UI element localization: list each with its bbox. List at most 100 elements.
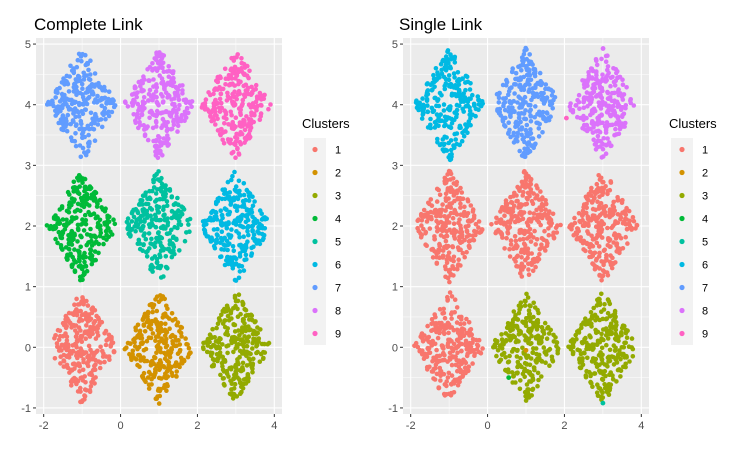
data-point <box>176 97 182 102</box>
data-point <box>433 323 439 328</box>
data-point <box>601 179 606 185</box>
data-point <box>476 349 482 355</box>
data-point <box>530 268 536 274</box>
data-point <box>225 179 231 185</box>
data-point <box>607 207 613 212</box>
data-point <box>262 350 268 355</box>
data-point <box>90 305 96 311</box>
data-point <box>606 70 611 76</box>
data-point <box>132 344 138 349</box>
data-point <box>536 377 541 383</box>
data-point <box>163 344 169 350</box>
data-point <box>235 145 240 151</box>
data-point <box>512 234 518 239</box>
data-point <box>456 78 462 84</box>
data-point <box>136 125 141 131</box>
data-point <box>514 245 519 251</box>
data-point <box>170 373 175 379</box>
data-point <box>499 352 505 358</box>
data-point <box>500 82 506 88</box>
data-point <box>251 232 257 237</box>
data-point <box>463 341 468 346</box>
data-point <box>440 228 445 234</box>
data-point <box>517 386 523 392</box>
data-point <box>166 64 171 69</box>
data-point <box>578 219 583 225</box>
data-point <box>442 331 447 337</box>
data-point <box>140 226 145 231</box>
data-point <box>595 215 600 221</box>
data-point <box>524 56 529 62</box>
data-point <box>175 225 180 231</box>
data-point <box>529 341 534 346</box>
data-point <box>150 331 156 336</box>
data-point <box>182 109 188 115</box>
data-point <box>187 216 193 222</box>
data-point <box>64 338 70 343</box>
data-point <box>250 203 256 209</box>
data-point <box>505 229 510 235</box>
data-point <box>605 89 610 95</box>
data-point <box>589 316 595 321</box>
data-point <box>463 87 468 93</box>
data-point <box>470 233 476 238</box>
data-point <box>241 234 246 239</box>
data-point <box>160 110 166 115</box>
data-point <box>214 237 220 242</box>
data-point <box>463 104 469 109</box>
data-point <box>221 247 227 252</box>
data-point <box>73 114 78 120</box>
data-point <box>525 229 531 234</box>
data-point <box>529 61 534 66</box>
data-point <box>589 215 595 221</box>
data-point <box>148 108 154 114</box>
data-point <box>445 106 451 112</box>
data-point <box>622 340 627 346</box>
x-tick-label: 4 <box>271 420 277 432</box>
data-point <box>473 106 479 112</box>
data-point <box>68 219 74 224</box>
data-point <box>70 343 75 348</box>
data-point <box>539 93 545 98</box>
data-point <box>428 197 434 202</box>
data-point <box>457 379 462 385</box>
data-point <box>266 340 272 346</box>
data-point <box>237 354 242 360</box>
data-point <box>161 69 167 74</box>
data-point <box>147 188 152 194</box>
data-point <box>508 327 514 333</box>
data-point <box>588 373 593 379</box>
data-point <box>146 369 152 375</box>
cluster-group-1 <box>412 290 485 398</box>
data-point <box>218 222 224 227</box>
data-point <box>458 226 464 232</box>
data-point <box>106 96 111 102</box>
data-point <box>607 314 613 319</box>
legend-key-3 <box>679 192 685 199</box>
data-point <box>527 210 533 215</box>
data-point <box>626 208 632 214</box>
data-point <box>441 221 447 226</box>
data-point <box>66 209 72 215</box>
data-point <box>512 109 517 115</box>
data-point <box>613 345 618 351</box>
data-point <box>208 237 213 242</box>
data-point <box>465 197 471 202</box>
data-point <box>448 52 453 57</box>
data-point <box>451 258 456 264</box>
data-point <box>211 342 216 348</box>
data-point <box>584 115 589 121</box>
data-point <box>63 325 69 331</box>
data-point <box>463 73 469 79</box>
data-point <box>430 109 436 114</box>
data-point <box>599 259 604 264</box>
data-point <box>153 240 158 245</box>
data-point <box>459 232 465 238</box>
data-point <box>227 209 233 215</box>
data-point <box>452 92 458 97</box>
y-tick-label: 2 <box>392 221 398 233</box>
data-point <box>158 349 164 355</box>
data-point <box>66 310 72 316</box>
data-point <box>610 223 616 229</box>
data-point <box>586 343 592 349</box>
